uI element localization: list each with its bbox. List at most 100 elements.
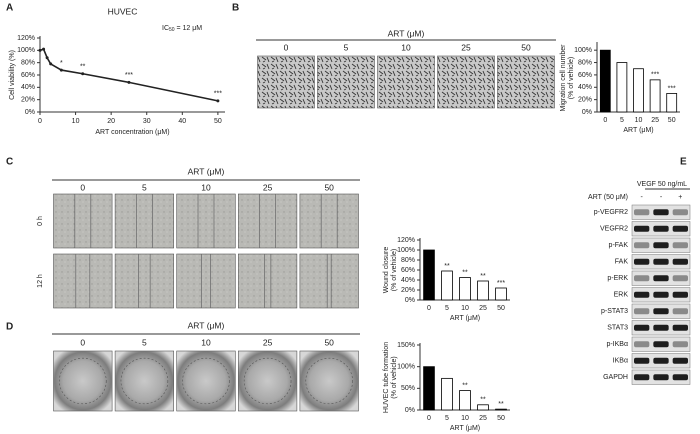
x-tick-label: 0 [427,415,431,422]
tube-network [243,357,292,405]
lane-label: + [678,194,682,201]
significance: ** [462,269,468,276]
blot-band [634,291,650,298]
blot-band [634,308,650,315]
protein-label: GAPDH [603,374,628,381]
y-axis-label: Wound closure [383,247,390,294]
protein-label: p-IKBα [606,341,628,348]
micrograph [497,55,555,109]
blot-band [653,258,669,265]
tube-network [182,357,230,405]
x-tick-label: 10 [461,305,469,312]
point [45,56,49,60]
bar [477,280,489,301]
protein-label: ERK [614,292,629,299]
bar [477,404,489,411]
y-tick-label: 60% [578,72,592,79]
micrograph [114,253,174,309]
y-tick-label: 100% [397,247,415,254]
micrograph [299,350,359,412]
y-tick-label: 80% [401,257,415,264]
y-tick-label: 0% [405,407,415,414]
protein-label: p-STAT3 [601,308,628,315]
y-tick-label: 100% [17,47,35,54]
blot-band [653,308,669,315]
protein-label: p-ERK [607,275,628,282]
y-tick-label: 150% [397,342,415,349]
micrograph [53,350,113,412]
point [49,62,53,66]
y-tick-label: 100% [397,364,415,371]
y-axis-label: HUVEC tube formation [383,342,390,413]
panel-label: B [232,3,239,14]
x-axis-label: ART concentration (μM) [95,129,169,136]
image-header: ART (μM) [188,166,225,176]
blot-band [672,209,688,216]
micrograph [53,253,113,309]
annotation-part: = 12 μM [175,25,203,32]
x-tick-label: 50 [214,118,222,125]
x-tick-label: 5 [620,117,624,124]
protein-label: VEGFR2 [600,226,628,233]
bar [616,62,628,113]
y-tick-label: 20% [401,287,415,294]
x-tick-label: 25 [651,117,659,124]
significance: ** [480,397,486,404]
significance: * [60,60,63,67]
bar [441,377,453,411]
blot-band [653,209,669,216]
blot-band [672,258,688,265]
micrograph [238,253,298,309]
blot-band [672,275,688,282]
bar [649,79,661,113]
significance: *** [668,85,676,92]
point [42,47,46,51]
blot-band [672,225,688,232]
y-tick-label: 0% [25,109,35,116]
y-tick-label: 120% [397,237,415,244]
y-tick-label: 80% [21,60,35,67]
blot-band [634,357,650,364]
y-tick-label: 60% [21,72,35,79]
micrograph [238,350,298,412]
blot-band [672,242,688,249]
micrograph [377,55,435,109]
treatment-label: VEGF 50 ng/mL [637,181,687,188]
blot-band [672,324,688,331]
x-tick-label: 0 [427,305,431,312]
y-tick-label: 50% [401,385,415,392]
significance: ** [444,263,450,270]
x-tick-label: 5 [445,415,449,422]
blot-band [634,225,650,232]
bar [459,277,471,301]
column-label: 0 [80,182,85,192]
blot-band [672,374,688,381]
bar [441,270,453,301]
blot-band [634,275,650,282]
column-label: 25 [263,337,273,347]
column-label: 0 [80,337,85,347]
y-tick-label: 120% [17,35,35,42]
tube-network [305,357,353,405]
blot-band [672,341,688,348]
column-label: 0 [284,42,289,52]
point [127,80,131,84]
column-label: 10 [201,182,211,192]
y-tick-label: 40% [21,84,35,91]
protein-label: STAT3 [607,325,628,332]
y-axis-label: (% of vehicle) [568,57,575,99]
y-tick-label: 40% [578,84,592,91]
x-tick-label: 10 [72,118,80,125]
x-tick-label: 0 [603,117,607,124]
y-tick-label: 20% [21,97,35,104]
blot-band [634,374,650,381]
micrograph [299,193,359,249]
panel-label: C [6,157,13,168]
x-tick-label: 5 [445,305,449,312]
y-tick-label: 40% [401,277,415,284]
significance: ** [80,64,86,71]
bar [599,49,611,113]
column-label: 5 [142,182,147,192]
bar [423,366,435,411]
